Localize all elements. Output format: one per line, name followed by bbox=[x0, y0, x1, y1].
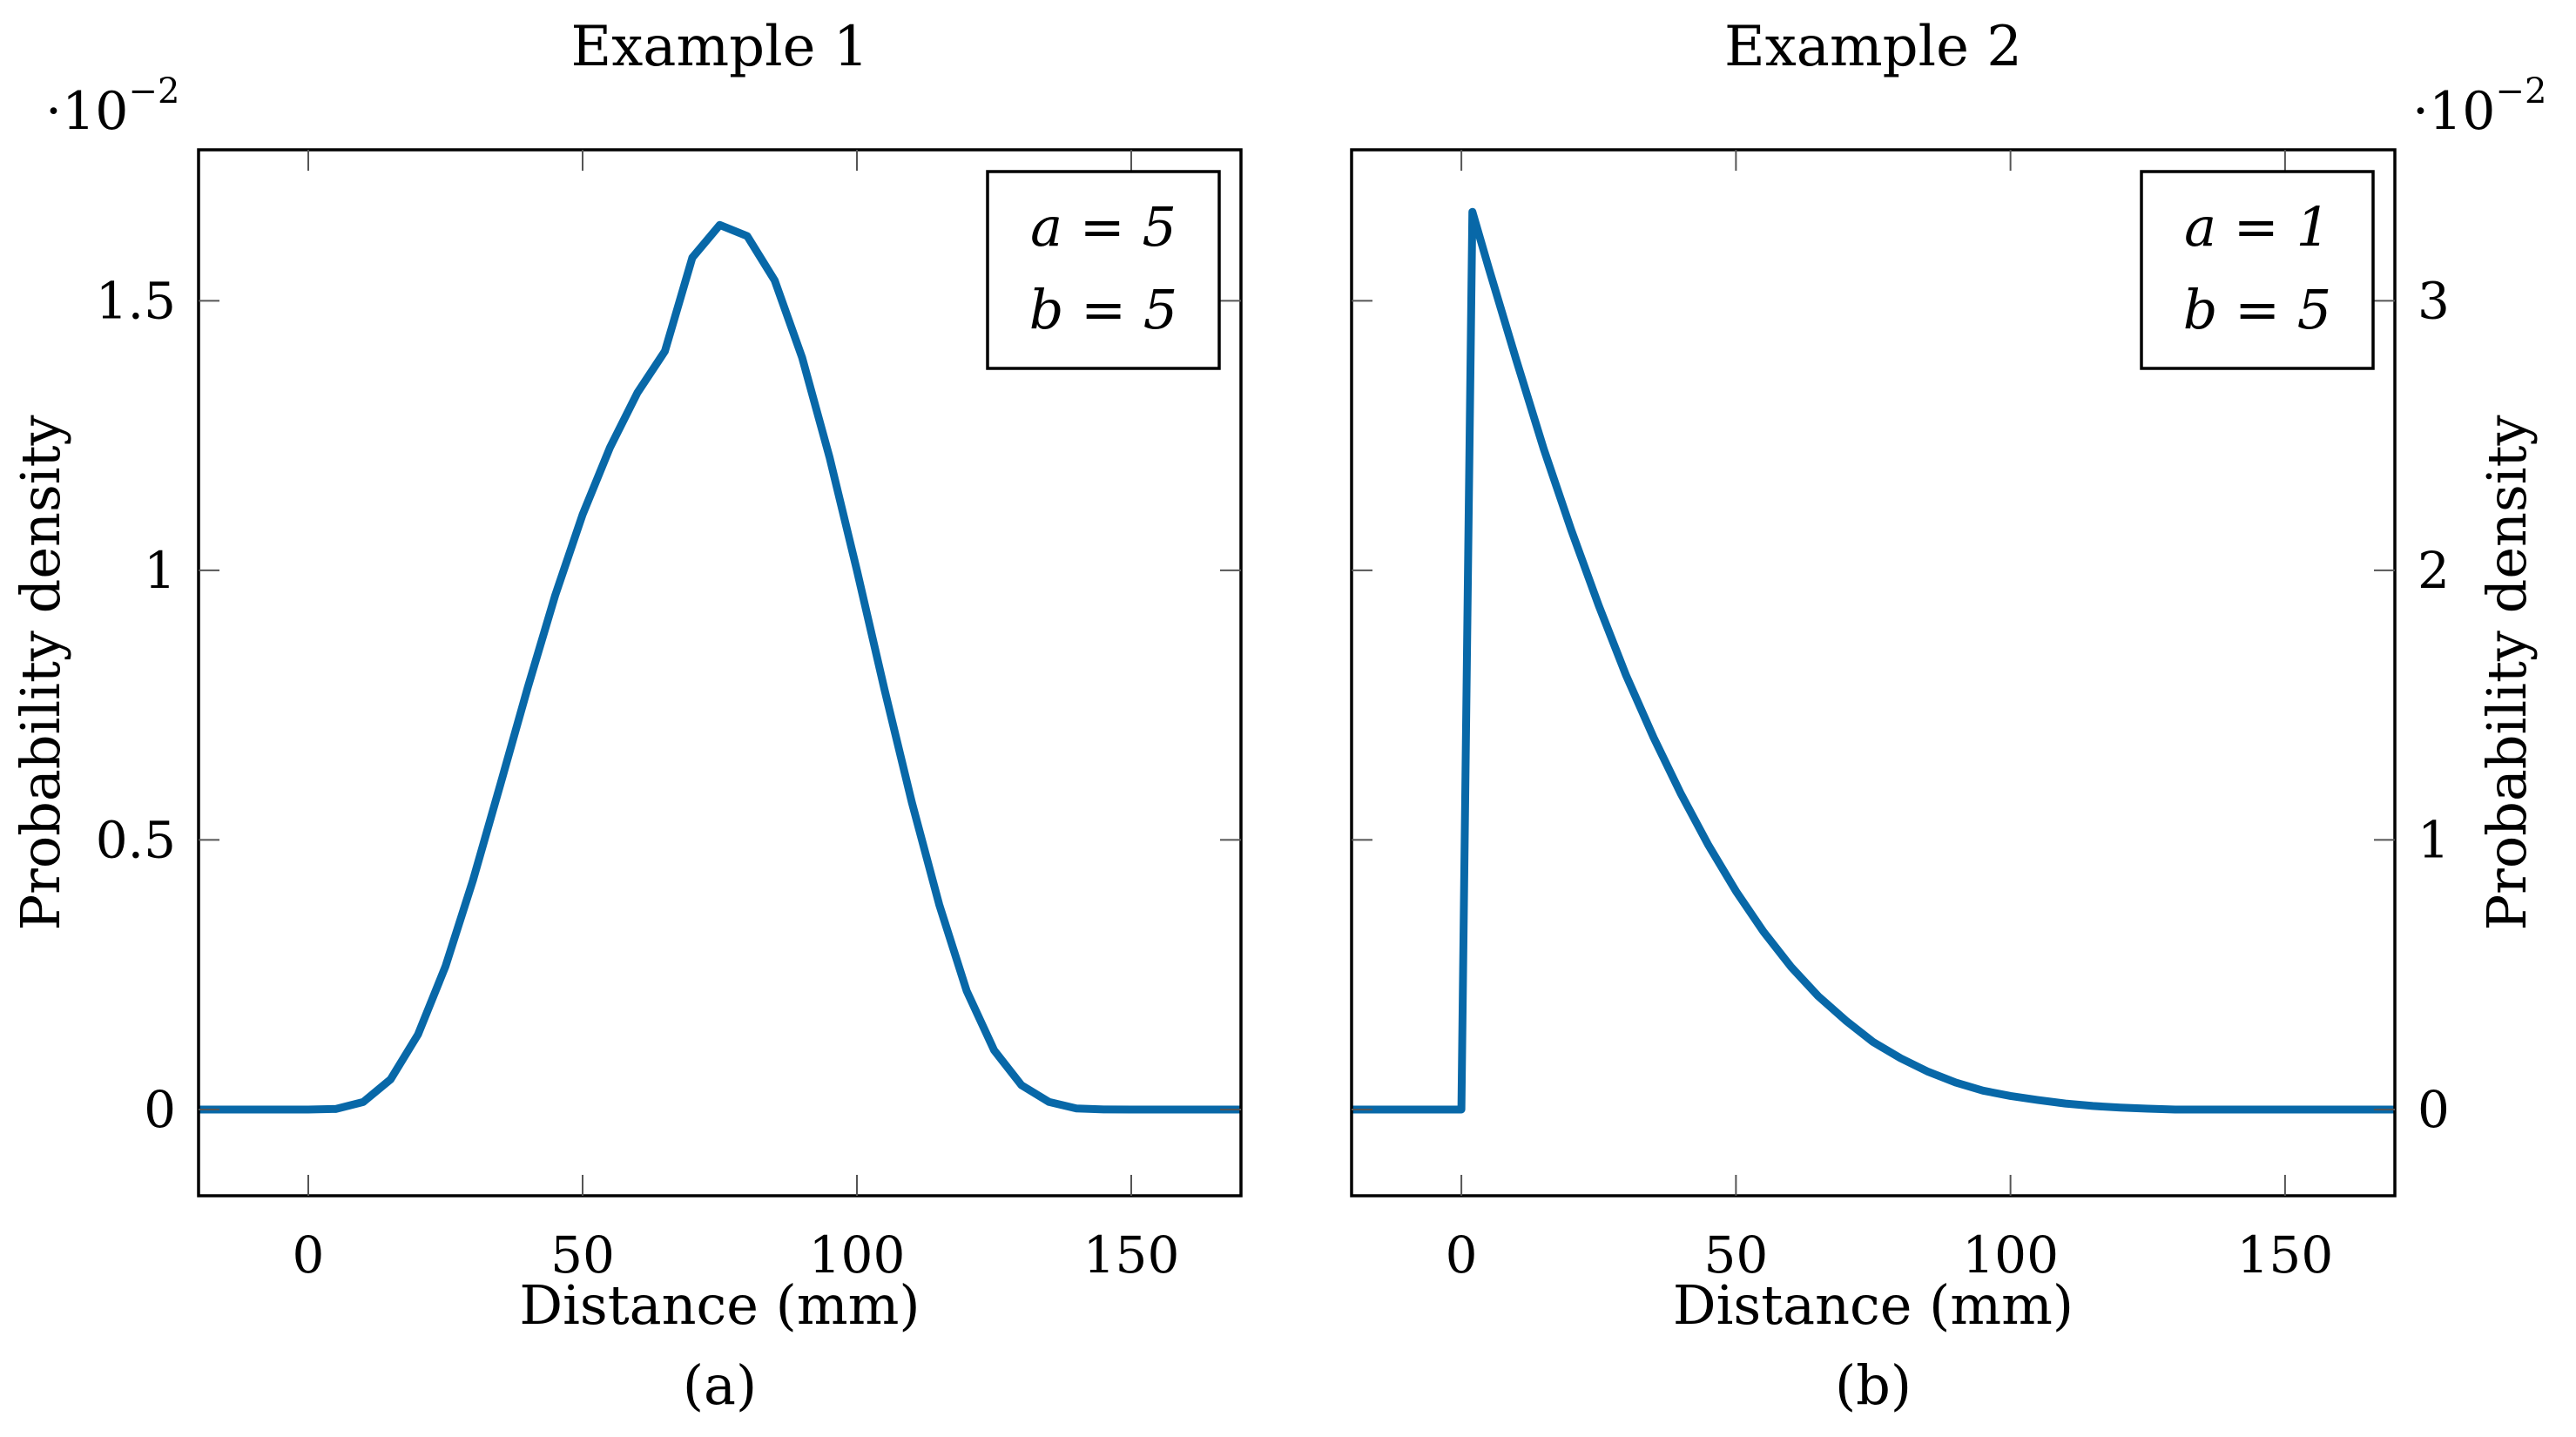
chart-title-1: Example 1 bbox=[570, 15, 868, 79]
series-line-2-1 bbox=[1352, 207, 2395, 1114]
legend-box-1 bbox=[986, 170, 1221, 370]
x-tick-label: 50 bbox=[550, 1225, 615, 1285]
panel-caption-2: (b) bbox=[1835, 1353, 1912, 1417]
chart-panel-2: 0 50 100 150 0 1 2 3 Example 2 ·10−2 Distance (mm)… bbox=[1350, 15, 2546, 1417]
y-tick-label: 0.5 bbox=[96, 810, 176, 869]
series-line-1-1 bbox=[199, 220, 1241, 1114]
legend-entry: b = 5 bbox=[2183, 278, 2332, 341]
panel-caption-1: (a) bbox=[683, 1353, 757, 1417]
y-axis-label-2: Probability density bbox=[2475, 415, 2539, 930]
legend-entry: a = 1 bbox=[2184, 195, 2330, 259]
y-tick-label: 0 bbox=[144, 1080, 176, 1139]
chart-panel-1: 0 50 100 150 0 0.5 1 1.5 Example 1 ·10−2 Distance … bbox=[9, 15, 1243, 1417]
y-tick-label: 1.5 bbox=[96, 271, 176, 330]
x-axis-label-1: Distance (mm) bbox=[519, 1273, 920, 1337]
x-axis-label-2: Distance (mm) bbox=[1673, 1273, 2074, 1337]
y-axis-label-1: Probability density bbox=[9, 415, 72, 930]
y-tick-label: 3 bbox=[2418, 271, 2450, 330]
legend-entry: a = 5 bbox=[1030, 195, 1177, 259]
x-tick-label: 50 bbox=[1703, 1225, 1768, 1285]
x-tick-label: 150 bbox=[1083, 1225, 1180, 1285]
legend-box-2 bbox=[2140, 170, 2375, 370]
x-tick-label: 0 bbox=[1446, 1225, 1478, 1285]
y-tick-label: 0 bbox=[2418, 1080, 2450, 1139]
x-tick-label: 100 bbox=[1962, 1225, 2059, 1285]
plot-frame-2 bbox=[1350, 148, 2397, 1198]
x-tick-label: 100 bbox=[809, 1225, 906, 1285]
x-tick-label: 0 bbox=[293, 1225, 325, 1285]
y-multiplier-1: ·10−2 bbox=[45, 71, 179, 142]
x-tick-label: 150 bbox=[2237, 1225, 2334, 1285]
y-tick-label: 1 bbox=[2418, 810, 2450, 869]
y-tick-label: 1 bbox=[144, 541, 176, 600]
plot-frame-1 bbox=[197, 148, 1243, 1198]
y-tick-label: 2 bbox=[2418, 541, 2450, 600]
legend-entry: b = 5 bbox=[1029, 278, 1178, 341]
chart-title-2: Example 2 bbox=[1724, 15, 2022, 79]
y-multiplier-2: ·10−2 bbox=[2412, 71, 2546, 142]
